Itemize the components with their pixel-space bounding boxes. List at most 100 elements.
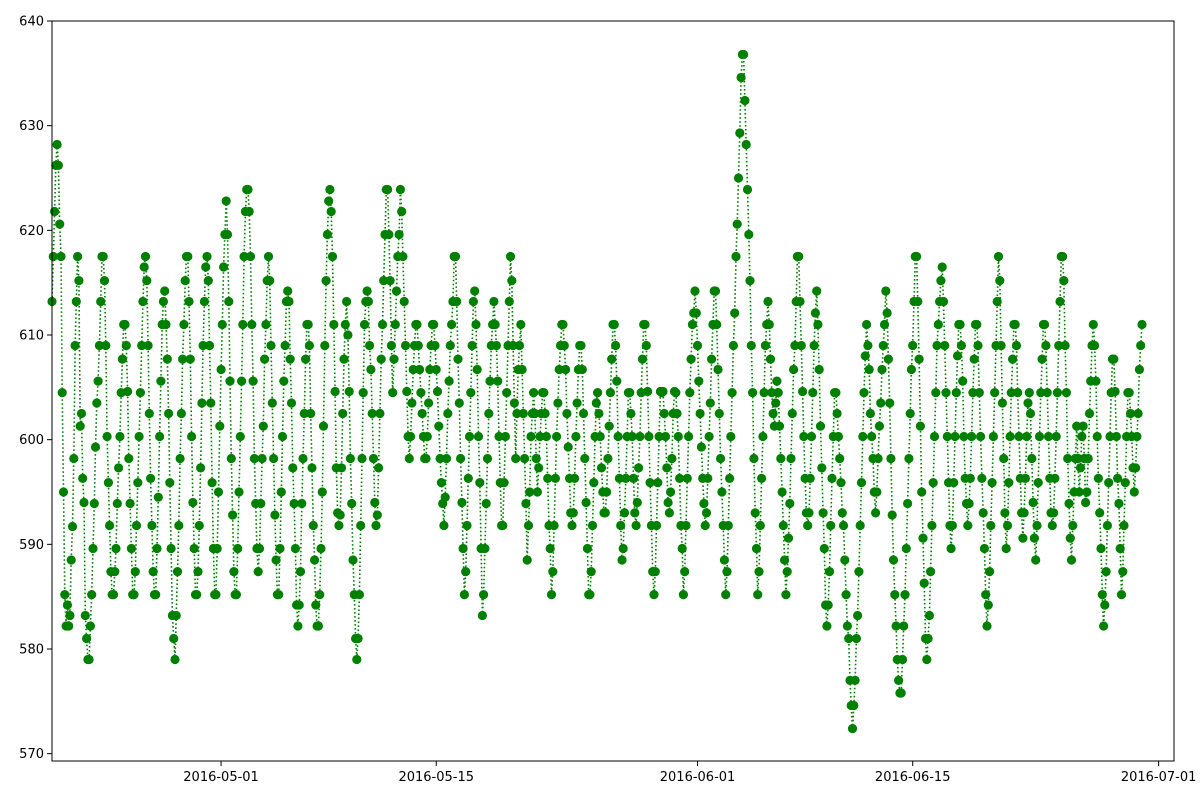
data-point [172, 567, 183, 577]
data-point [193, 567, 203, 577]
data-point [1010, 319, 1020, 330]
y-tick-label: 570 [19, 747, 44, 762]
data-point [721, 590, 731, 600]
data-point [339, 354, 349, 364]
data-point [567, 520, 577, 531]
data-point [48, 251, 58, 262]
data-point [692, 340, 703, 351]
data-point [60, 590, 70, 600]
data-point [678, 590, 689, 600]
data-point [938, 296, 949, 307]
data-point [466, 388, 476, 398]
data-point [101, 340, 111, 351]
data-point [587, 520, 598, 531]
data-point [1137, 319, 1147, 330]
data-point [445, 340, 455, 351]
data-point [142, 276, 152, 286]
data-point [607, 354, 617, 364]
data-point [941, 388, 951, 398]
data-point [1055, 296, 1065, 307]
data-point [280, 340, 290, 351]
data-point [886, 453, 896, 464]
y-tick-label: 640 [19, 15, 44, 30]
data-point [783, 533, 794, 543]
data-point [1025, 408, 1036, 419]
data-point [482, 453, 493, 464]
data-point [858, 431, 868, 442]
data-point [1004, 478, 1014, 488]
data-point [968, 388, 978, 398]
data-point [215, 421, 225, 431]
data-point [913, 296, 923, 307]
data-point [89, 498, 99, 509]
data-point [987, 478, 997, 488]
data-point [552, 431, 562, 442]
data-point [1023, 398, 1033, 408]
data-point [425, 364, 435, 375]
data-point [79, 497, 89, 508]
data-point [586, 567, 596, 577]
x-tick-label: 2016-05-01 [183, 770, 259, 785]
data-point [643, 386, 653, 397]
data-point [946, 543, 956, 554]
data-point [357, 453, 367, 464]
data-point [549, 520, 559, 531]
data-point [667, 453, 677, 464]
data-point [1120, 478, 1130, 488]
data-point [561, 364, 571, 375]
data-point [1124, 388, 1134, 398]
data-point [554, 364, 564, 375]
data-point [543, 473, 553, 483]
data-point [307, 463, 317, 473]
data-point [1091, 376, 1101, 386]
data-point [444, 376, 454, 386]
data-point [306, 408, 316, 419]
data-point [391, 286, 402, 296]
data-point [712, 319, 722, 330]
data-point [748, 388, 758, 398]
data-point [593, 388, 603, 398]
data-point [626, 408, 636, 419]
data-point [338, 408, 348, 419]
data-point [764, 319, 774, 330]
data-point [379, 276, 389, 286]
data-point [1002, 520, 1013, 531]
data-point [522, 555, 532, 565]
data-point [170, 654, 180, 665]
data-point [686, 354, 696, 364]
data-point [99, 276, 110, 286]
data-point [125, 498, 135, 509]
data-point [198, 340, 208, 351]
data-point [831, 388, 841, 398]
data-point [883, 354, 894, 364]
data-point [859, 388, 869, 398]
data-point [822, 621, 832, 631]
data-point [207, 478, 217, 488]
data-point [327, 251, 338, 262]
x-axis: 2016-05-01 2016-05-15 2016-06-01 2016-06-15… [183, 761, 1196, 785]
data-point [694, 376, 704, 386]
data-point [618, 543, 628, 554]
data-point [955, 319, 965, 330]
data-point [881, 286, 891, 296]
data-point [956, 340, 967, 351]
data-point [283, 286, 293, 296]
data-point [473, 431, 484, 442]
data-point [279, 376, 289, 386]
data-point [385, 276, 395, 286]
data-point [1060, 340, 1070, 351]
data-point [635, 431, 645, 442]
data-point [65, 610, 75, 621]
data-point [468, 296, 478, 307]
data-point [844, 633, 854, 644]
data-point [531, 453, 541, 464]
data-point [742, 184, 753, 195]
data-point [313, 621, 323, 631]
data-point [504, 296, 514, 307]
data-point [1011, 340, 1022, 351]
data-point [394, 229, 404, 240]
data-point [835, 453, 845, 464]
data-point [585, 590, 595, 600]
data-point [320, 340, 330, 351]
data-point [148, 567, 158, 577]
